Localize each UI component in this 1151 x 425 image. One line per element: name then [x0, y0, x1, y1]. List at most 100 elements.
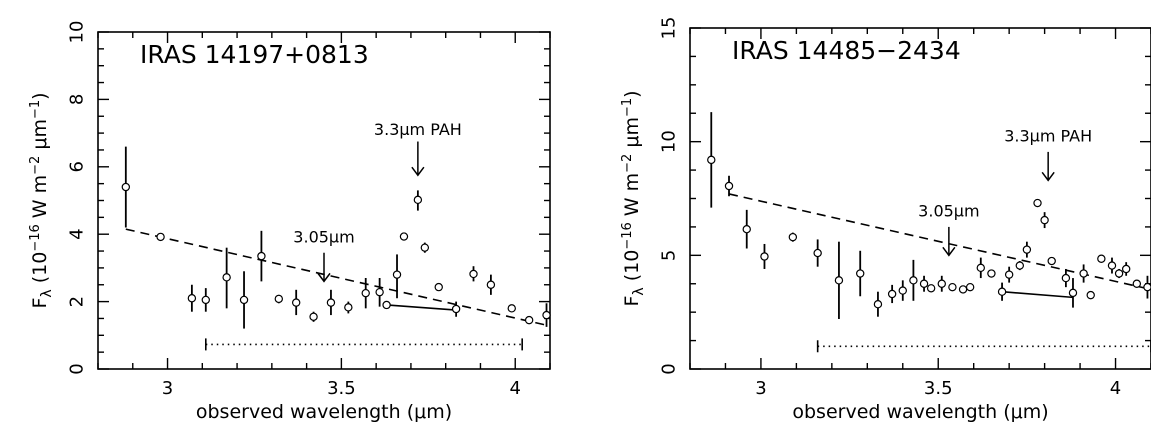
x-tick-label: 3: [755, 378, 766, 399]
y-tick-label: 8: [66, 94, 87, 105]
x-tick-label: 4: [1110, 378, 1121, 399]
annotation-label: 3.05μm: [293, 228, 354, 247]
data-point: [1079, 269, 1088, 278]
data-point: [486, 280, 496, 289]
data-point: [1107, 261, 1117, 270]
data-point: [976, 263, 985, 273]
data-point: [392, 270, 402, 279]
panel-title: IRAS 14197+0813: [140, 40, 369, 69]
data-point: [222, 273, 231, 282]
data-point: [1033, 198, 1042, 208]
data-point: [121, 182, 131, 192]
data-point: [1004, 270, 1014, 279]
y-axis-label-part: −1: [620, 98, 635, 117]
data-point: [1068, 288, 1078, 298]
data-point: [948, 282, 957, 292]
data-point: [257, 251, 266, 261]
annotation-arrowhead: [317, 272, 331, 283]
data-point: [813, 248, 822, 258]
data-point: [760, 252, 769, 261]
y-tick-label: 0: [66, 363, 87, 374]
y-axis-label-part: ): [621, 90, 643, 97]
data-point: [507, 304, 516, 313]
data-point: [1143, 282, 1151, 292]
y-tick-label: 5: [658, 250, 679, 261]
y-axis-label-part: −16: [28, 224, 43, 251]
data-point: [201, 295, 210, 305]
y-tick-label: 10: [658, 130, 679, 153]
y-axis-label-part: (10: [621, 250, 643, 288]
data-point: [451, 304, 461, 314]
data-point: [724, 181, 734, 191]
data-point: [937, 279, 946, 288]
y-axis-label-part: −1: [28, 100, 43, 119]
y-axis-label-part: −2: [620, 154, 635, 173]
y-axis-label-part: −16: [620, 222, 635, 249]
x-tick-label: 3: [162, 378, 173, 399]
data-point: [997, 287, 1007, 296]
data-point: [291, 298, 301, 307]
annotation-label: 3.3μm PAH: [1004, 127, 1092, 146]
data-point: [434, 282, 443, 292]
x-tick-label: 3.5: [924, 378, 953, 399]
data-point: [382, 300, 391, 310]
y-tick-label: 4: [66, 228, 87, 239]
continuum-dashed-line: [125, 228, 547, 326]
y-axis-label-part: −2: [28, 156, 43, 175]
y-axis-label-part: W m: [29, 175, 51, 224]
y-axis-label-part: λ: [39, 289, 55, 297]
y-tick-label: 2: [66, 296, 87, 307]
x-axis-label: observed wavelength (μm): [792, 401, 1048, 423]
data-point: [1061, 273, 1071, 283]
data-point: [156, 232, 165, 242]
data-point: [1022, 245, 1032, 254]
data-point: [187, 294, 197, 303]
data-point: [524, 315, 534, 325]
data-point: [326, 298, 336, 307]
data-point: [834, 276, 844, 285]
data-point: [344, 303, 353, 312]
y-tick-label: 15: [658, 17, 679, 40]
data-point: [1097, 254, 1106, 263]
y-axis-label: Fλ (10−16 W m−2 μm−1): [28, 92, 55, 308]
data-point: [1086, 290, 1095, 300]
data-point: [1114, 269, 1124, 278]
data-point: [399, 232, 409, 241]
plot-frame: [689, 27, 1151, 370]
annotation-arrowhead: [942, 246, 956, 257]
data-point: [361, 288, 370, 298]
data-point: [413, 195, 423, 205]
data-point: [1132, 279, 1142, 288]
continuum-solid-line: [1001, 290, 1074, 299]
data-point: [898, 286, 907, 295]
y-tick-label: 6: [66, 161, 87, 172]
data-point: [873, 300, 883, 309]
y-tick-label: 10: [66, 21, 87, 44]
annotation-arrowhead: [411, 166, 425, 177]
y-axis-label-part: μm: [621, 117, 643, 154]
data-point: [1040, 215, 1049, 225]
y-axis-label-part: λ: [631, 287, 647, 295]
x-tick-label: 3.5: [327, 378, 356, 399]
data-point: [958, 285, 968, 294]
data-point: [1121, 264, 1131, 274]
data-point: [919, 279, 929, 288]
continuum-solid-line: [386, 304, 457, 311]
data-point: [965, 282, 975, 292]
data-point: [707, 155, 716, 165]
left-panel: 3 3.5 4 0 2 4 6 8 10 observed wavelength (μm) Fλ (…: [28, 21, 551, 423]
plot-frame: [97, 31, 551, 370]
y-axis-label-part: W m: [621, 173, 643, 222]
panel-title: IRAS 14485−2434: [732, 36, 961, 65]
x-tick-label: 4: [510, 378, 521, 399]
annotation-arrowhead: [1041, 171, 1055, 182]
data-point: [469, 269, 478, 279]
data-point: [1015, 261, 1024, 270]
data-point: [309, 312, 318, 321]
data-point: [1047, 256, 1056, 266]
data-point: [926, 284, 936, 293]
y-tick-label: 0: [658, 363, 679, 374]
data-point: [909, 276, 918, 285]
y-axis-label-part: F: [621, 296, 643, 307]
data-point: [542, 310, 551, 320]
